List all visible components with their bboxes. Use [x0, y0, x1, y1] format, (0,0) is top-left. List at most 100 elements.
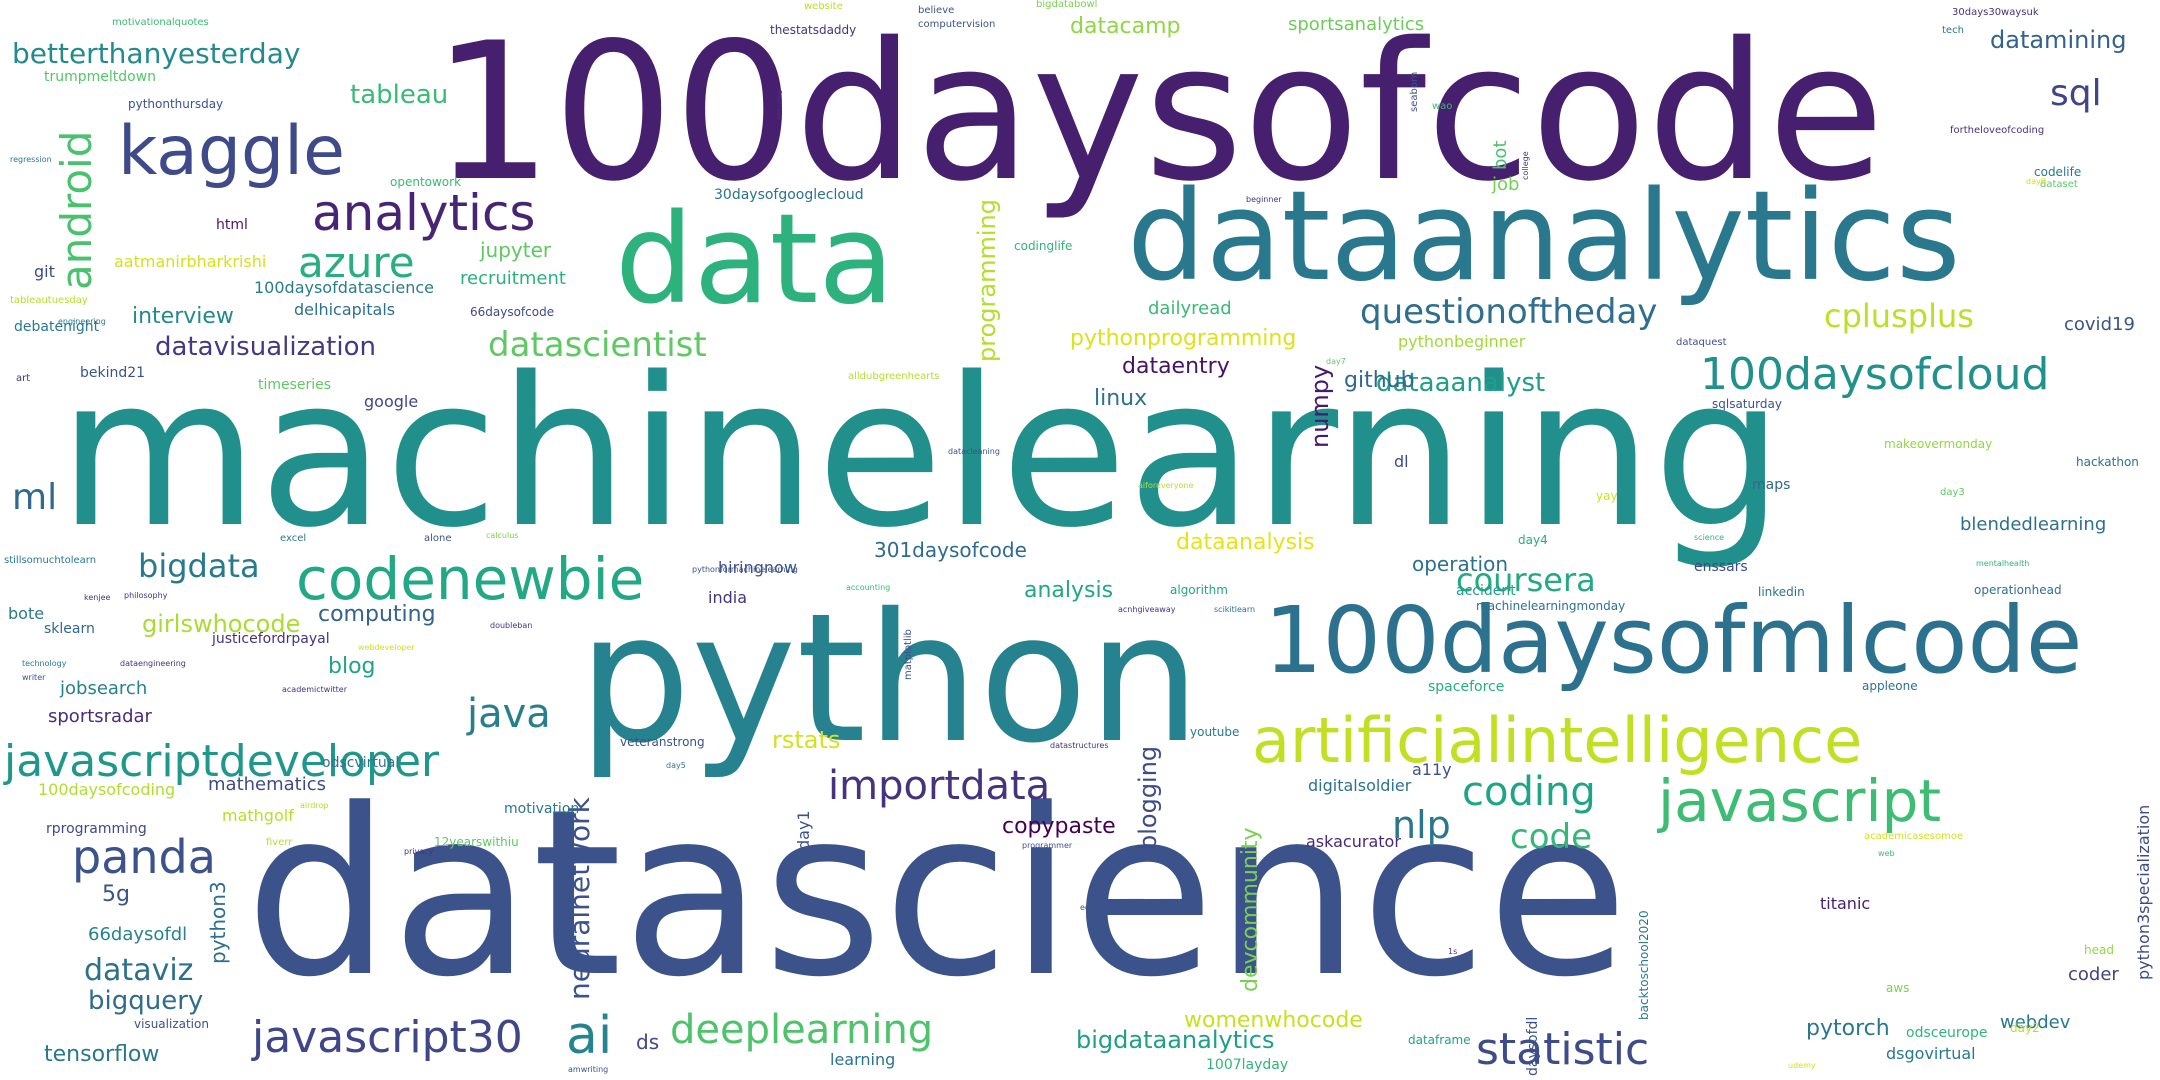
word: 5g	[102, 882, 130, 907]
word: philosophy	[124, 591, 168, 600]
word: seaborn	[1409, 71, 1420, 112]
word: ml	[12, 477, 58, 518]
word: linux	[1094, 386, 1148, 411]
word: coding	[1462, 769, 1596, 815]
word: thestatsdaddy	[770, 23, 857, 37]
word: 30daysofgooglecloud	[714, 187, 864, 203]
word: operation	[1412, 552, 1509, 576]
word: covid19	[2064, 314, 2135, 335]
word: technology	[22, 659, 67, 668]
word: analysis	[1024, 578, 1114, 603]
word: amwriting	[568, 1065, 609, 1074]
word: scikitlearn	[1214, 605, 1256, 614]
word: matplotlib	[903, 629, 914, 680]
word: acnhgiveaway	[1118, 605, 1176, 614]
word: resume	[775, 90, 784, 120]
word: alone	[424, 533, 452, 544]
word: programming	[973, 199, 1001, 362]
word: nlp	[1392, 803, 1451, 847]
word: datavisualization	[155, 332, 376, 362]
word: odsceurope	[1906, 1025, 1988, 1041]
word: fiverr	[266, 837, 293, 848]
word: dailyread	[1148, 298, 1232, 319]
word: learning	[830, 1050, 896, 1069]
word: india	[708, 588, 747, 607]
word: aiforeveryone	[1138, 481, 1194, 490]
word: believe	[918, 5, 955, 16]
word: mathgolf	[222, 806, 294, 825]
word: day1	[794, 810, 813, 850]
word: codinglife	[1014, 239, 1073, 253]
word: sklearn	[44, 621, 95, 637]
word: neuralnetwork	[563, 797, 596, 1000]
word: kenjee	[84, 593, 111, 602]
word: aatmanirbharkrishi	[114, 252, 267, 271]
word: day2	[2010, 1021, 2040, 1035]
word: webdeveloper	[358, 643, 415, 652]
word: dataviz	[84, 953, 194, 988]
word: azure	[298, 238, 415, 287]
word: enssars	[1694, 559, 1748, 575]
word: datamining	[1990, 26, 2127, 54]
word: yay	[1596, 489, 1618, 503]
word: cplusplus	[1824, 297, 1974, 335]
word: bote	[8, 604, 45, 623]
word: 66daysofcode	[470, 305, 555, 319]
word: appleone	[1862, 679, 1918, 693]
word: privacy	[404, 847, 434, 856]
word: academictwitter	[282, 685, 348, 694]
word: statistic	[1476, 1024, 1650, 1075]
word: accident	[1456, 583, 1516, 599]
word: datastructures	[1050, 741, 1109, 750]
word: motivationalquotes	[112, 17, 209, 28]
word: science	[1694, 533, 1725, 542]
word: titanic	[1820, 894, 1871, 913]
word: dataframe	[1408, 1033, 1471, 1047]
word: backtoschool2020	[1637, 910, 1651, 1020]
word: day5	[666, 761, 686, 770]
word: web	[1878, 849, 1895, 858]
word: youtube	[1190, 725, 1240, 739]
word: algorithm	[1170, 583, 1228, 597]
word: dataanalysis	[1176, 530, 1315, 555]
word: doubleban	[490, 621, 533, 630]
word: machinelearningmonday	[1476, 599, 1626, 613]
word: aws	[1886, 981, 1910, 995]
word: mathematics	[208, 774, 327, 795]
word: kaggle	[118, 112, 345, 191]
word: spaceforce	[1428, 679, 1505, 695]
word: coursera	[1456, 561, 1596, 599]
word: 100daysofdatascience	[254, 278, 434, 297]
word: udemy	[1788, 1061, 1816, 1070]
word: dataquest	[1676, 337, 1727, 348]
word: 1007layday	[1206, 1057, 1289, 1073]
word: dataanalytics	[1127, 165, 1961, 309]
word: javascript	[1658, 767, 1942, 835]
word: operationhead	[1974, 583, 2062, 597]
word: dataset	[2040, 179, 2078, 190]
word: coder	[2068, 964, 2119, 985]
word: day7	[1326, 357, 1346, 366]
word: bigdata	[138, 547, 260, 585]
word: job	[1492, 174, 1520, 195]
word: numpy	[1306, 364, 1334, 448]
word: pythonformachinelearning	[692, 565, 798, 574]
word: machinelearning	[58, 333, 1784, 573]
word: sql	[2050, 73, 2102, 114]
word: opentowork	[390, 175, 462, 189]
word: javascript30	[252, 1012, 523, 1063]
word: dsgovirtual	[1886, 1044, 1976, 1063]
word: makeovermonday	[1884, 437, 1993, 451]
word: website	[804, 1, 843, 12]
word: pythonbeginner	[1398, 332, 1526, 351]
word: day6	[2026, 177, 2046, 186]
word: day3	[1940, 487, 1965, 498]
word: motivation	[504, 801, 580, 817]
word: dl	[1394, 452, 1409, 471]
word: fortheloveofcoding	[1950, 125, 2045, 136]
word: computing	[318, 602, 436, 627]
word: artificialintelligence	[1252, 704, 1863, 777]
word: debatenight	[14, 319, 100, 335]
word: jupyter	[480, 238, 552, 262]
